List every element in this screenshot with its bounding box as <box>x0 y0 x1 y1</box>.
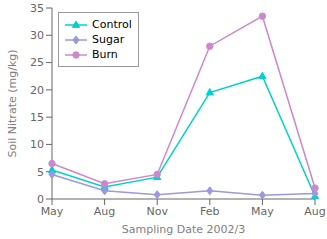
svg-text:Nov: Nov <box>146 205 168 218</box>
html-text:Sugar: Sugar <box>92 33 125 46</box>
svg-text:15: 15 <box>30 111 44 124</box>
svg-text:25: 25 <box>30 56 44 69</box>
svg-text:20: 20 <box>30 84 44 97</box>
svg-text:Sampling Date 2002/3: Sampling Date 2002/3 <box>122 223 245 236</box>
svg-text:5: 5 <box>37 166 44 179</box>
svg-text:10: 10 <box>30 138 44 151</box>
svg-text:0: 0 <box>37 193 44 206</box>
svg-text:Aug: Aug <box>304 205 319 218</box>
svg-text:30: 30 <box>30 29 44 42</box>
svg-text:May: May <box>251 205 274 218</box>
svg-text:35: 35 <box>30 2 44 15</box>
svg-text:May: May <box>41 205 64 218</box>
svg-text:Soil Nitrate (mg/kg): Soil Nitrate (mg/kg) <box>8 49 19 157</box>
html-text:Burn: Burn <box>92 48 118 61</box>
html-text:Control: Control <box>92 18 132 31</box>
svg-text:Aug: Aug <box>94 205 115 218</box>
svg-text:Feb: Feb <box>200 205 219 218</box>
